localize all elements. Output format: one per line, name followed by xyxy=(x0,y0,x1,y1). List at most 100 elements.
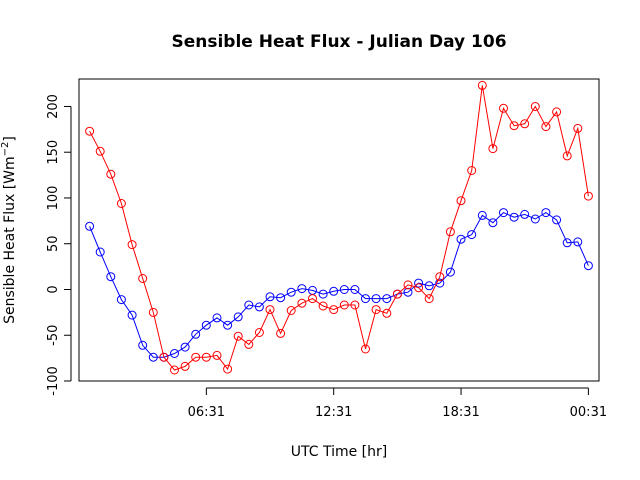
data-point xyxy=(265,305,275,315)
data-point xyxy=(180,342,190,352)
data-point xyxy=(244,300,254,310)
data-point xyxy=(127,310,137,320)
data-point xyxy=(520,119,530,129)
data-point xyxy=(350,285,360,294)
data-point xyxy=(467,230,477,240)
data-point xyxy=(382,294,392,304)
y-tick-label: 50 xyxy=(46,235,61,252)
data-point xyxy=(201,320,211,330)
data-point xyxy=(286,306,296,315)
data-point xyxy=(170,365,179,375)
data-point xyxy=(297,284,307,294)
x-tick-label: 12:31 xyxy=(315,405,352,420)
data-point xyxy=(276,328,286,338)
data-point xyxy=(530,214,540,224)
data-point xyxy=(541,122,551,132)
data-point xyxy=(456,234,466,244)
data-point xyxy=(116,295,126,305)
data-point xyxy=(435,278,445,288)
data-point xyxy=(403,280,413,290)
data-point xyxy=(361,294,370,304)
data-point xyxy=(138,274,148,283)
data-point xyxy=(138,340,148,350)
data-point xyxy=(424,294,434,304)
data-point xyxy=(233,331,243,341)
data-point xyxy=(350,300,360,310)
data-point xyxy=(127,240,137,250)
data-point xyxy=(308,294,317,304)
chart-title: Sensible Heat Flux - Julian Day 106 xyxy=(171,32,506,52)
y-tick-label: 150 xyxy=(46,140,61,165)
data-point xyxy=(414,278,424,288)
data-point xyxy=(286,287,296,297)
plot-frame xyxy=(78,78,600,382)
data-point xyxy=(552,107,562,117)
data-point xyxy=(95,146,105,156)
data-point xyxy=(361,344,370,354)
data-point xyxy=(456,196,466,206)
data-point xyxy=(191,352,201,362)
data-point xyxy=(509,121,519,131)
data-point xyxy=(573,237,583,247)
y-axis: -100 -50 0 50 100 150 200 xyxy=(46,94,72,396)
data-point xyxy=(201,352,211,362)
data-point xyxy=(445,267,455,277)
data-point xyxy=(530,102,540,111)
series-0 xyxy=(85,208,593,362)
y-tick-label: 100 xyxy=(46,186,61,211)
data-point xyxy=(318,289,328,299)
data-point xyxy=(233,312,243,322)
data-point xyxy=(467,166,477,175)
data-point xyxy=(212,313,222,323)
y-axis-label-main: Sensible Heat Flux [Wm xyxy=(2,156,18,324)
data-point xyxy=(244,339,254,349)
x-tick-label: 00:31 xyxy=(570,405,607,420)
data-point xyxy=(148,352,158,362)
data-point xyxy=(445,227,455,237)
data-point xyxy=(106,272,116,282)
data-point xyxy=(223,320,233,330)
data-point xyxy=(212,350,222,360)
data-point xyxy=(116,199,126,208)
data-point xyxy=(223,364,233,374)
data-point xyxy=(371,305,381,315)
data-point xyxy=(562,151,572,161)
data-point xyxy=(424,281,434,291)
data-point xyxy=(509,212,519,222)
series-line xyxy=(89,212,589,358)
y-axis-label-end: ] xyxy=(2,136,18,141)
data-point xyxy=(499,103,508,113)
data-point xyxy=(371,294,381,304)
data-point xyxy=(318,301,328,311)
data-point xyxy=(499,208,508,218)
data-point xyxy=(85,221,95,231)
data-point xyxy=(95,247,105,257)
data-point xyxy=(191,329,201,339)
data-point xyxy=(85,126,95,136)
x-tick-label: 06:31 xyxy=(188,405,225,420)
data-point xyxy=(339,285,349,294)
data-point xyxy=(329,286,339,296)
data-point xyxy=(477,210,487,220)
x-axis: 06:31 12:31 18:31 00:31 xyxy=(188,387,607,420)
data-point xyxy=(435,272,445,282)
series-1 xyxy=(85,80,593,375)
y-axis-label-superscript: −2 xyxy=(0,142,11,157)
data-point xyxy=(541,208,551,218)
data-point xyxy=(488,144,498,154)
x-tick-label: 18:31 xyxy=(442,405,479,420)
data-point xyxy=(106,169,116,179)
data-point xyxy=(403,287,413,297)
data-point xyxy=(520,209,530,219)
data-point xyxy=(583,191,593,201)
y-tick-label: 200 xyxy=(46,94,61,119)
data-point xyxy=(477,80,487,90)
data-point xyxy=(254,302,264,312)
data-point xyxy=(180,361,190,371)
data-point xyxy=(562,238,572,248)
y-axis-label: Sensible Heat Flux [Wm−2] xyxy=(0,136,18,324)
data-point xyxy=(148,307,158,317)
data-point xyxy=(329,305,339,315)
data-point xyxy=(170,349,179,358)
